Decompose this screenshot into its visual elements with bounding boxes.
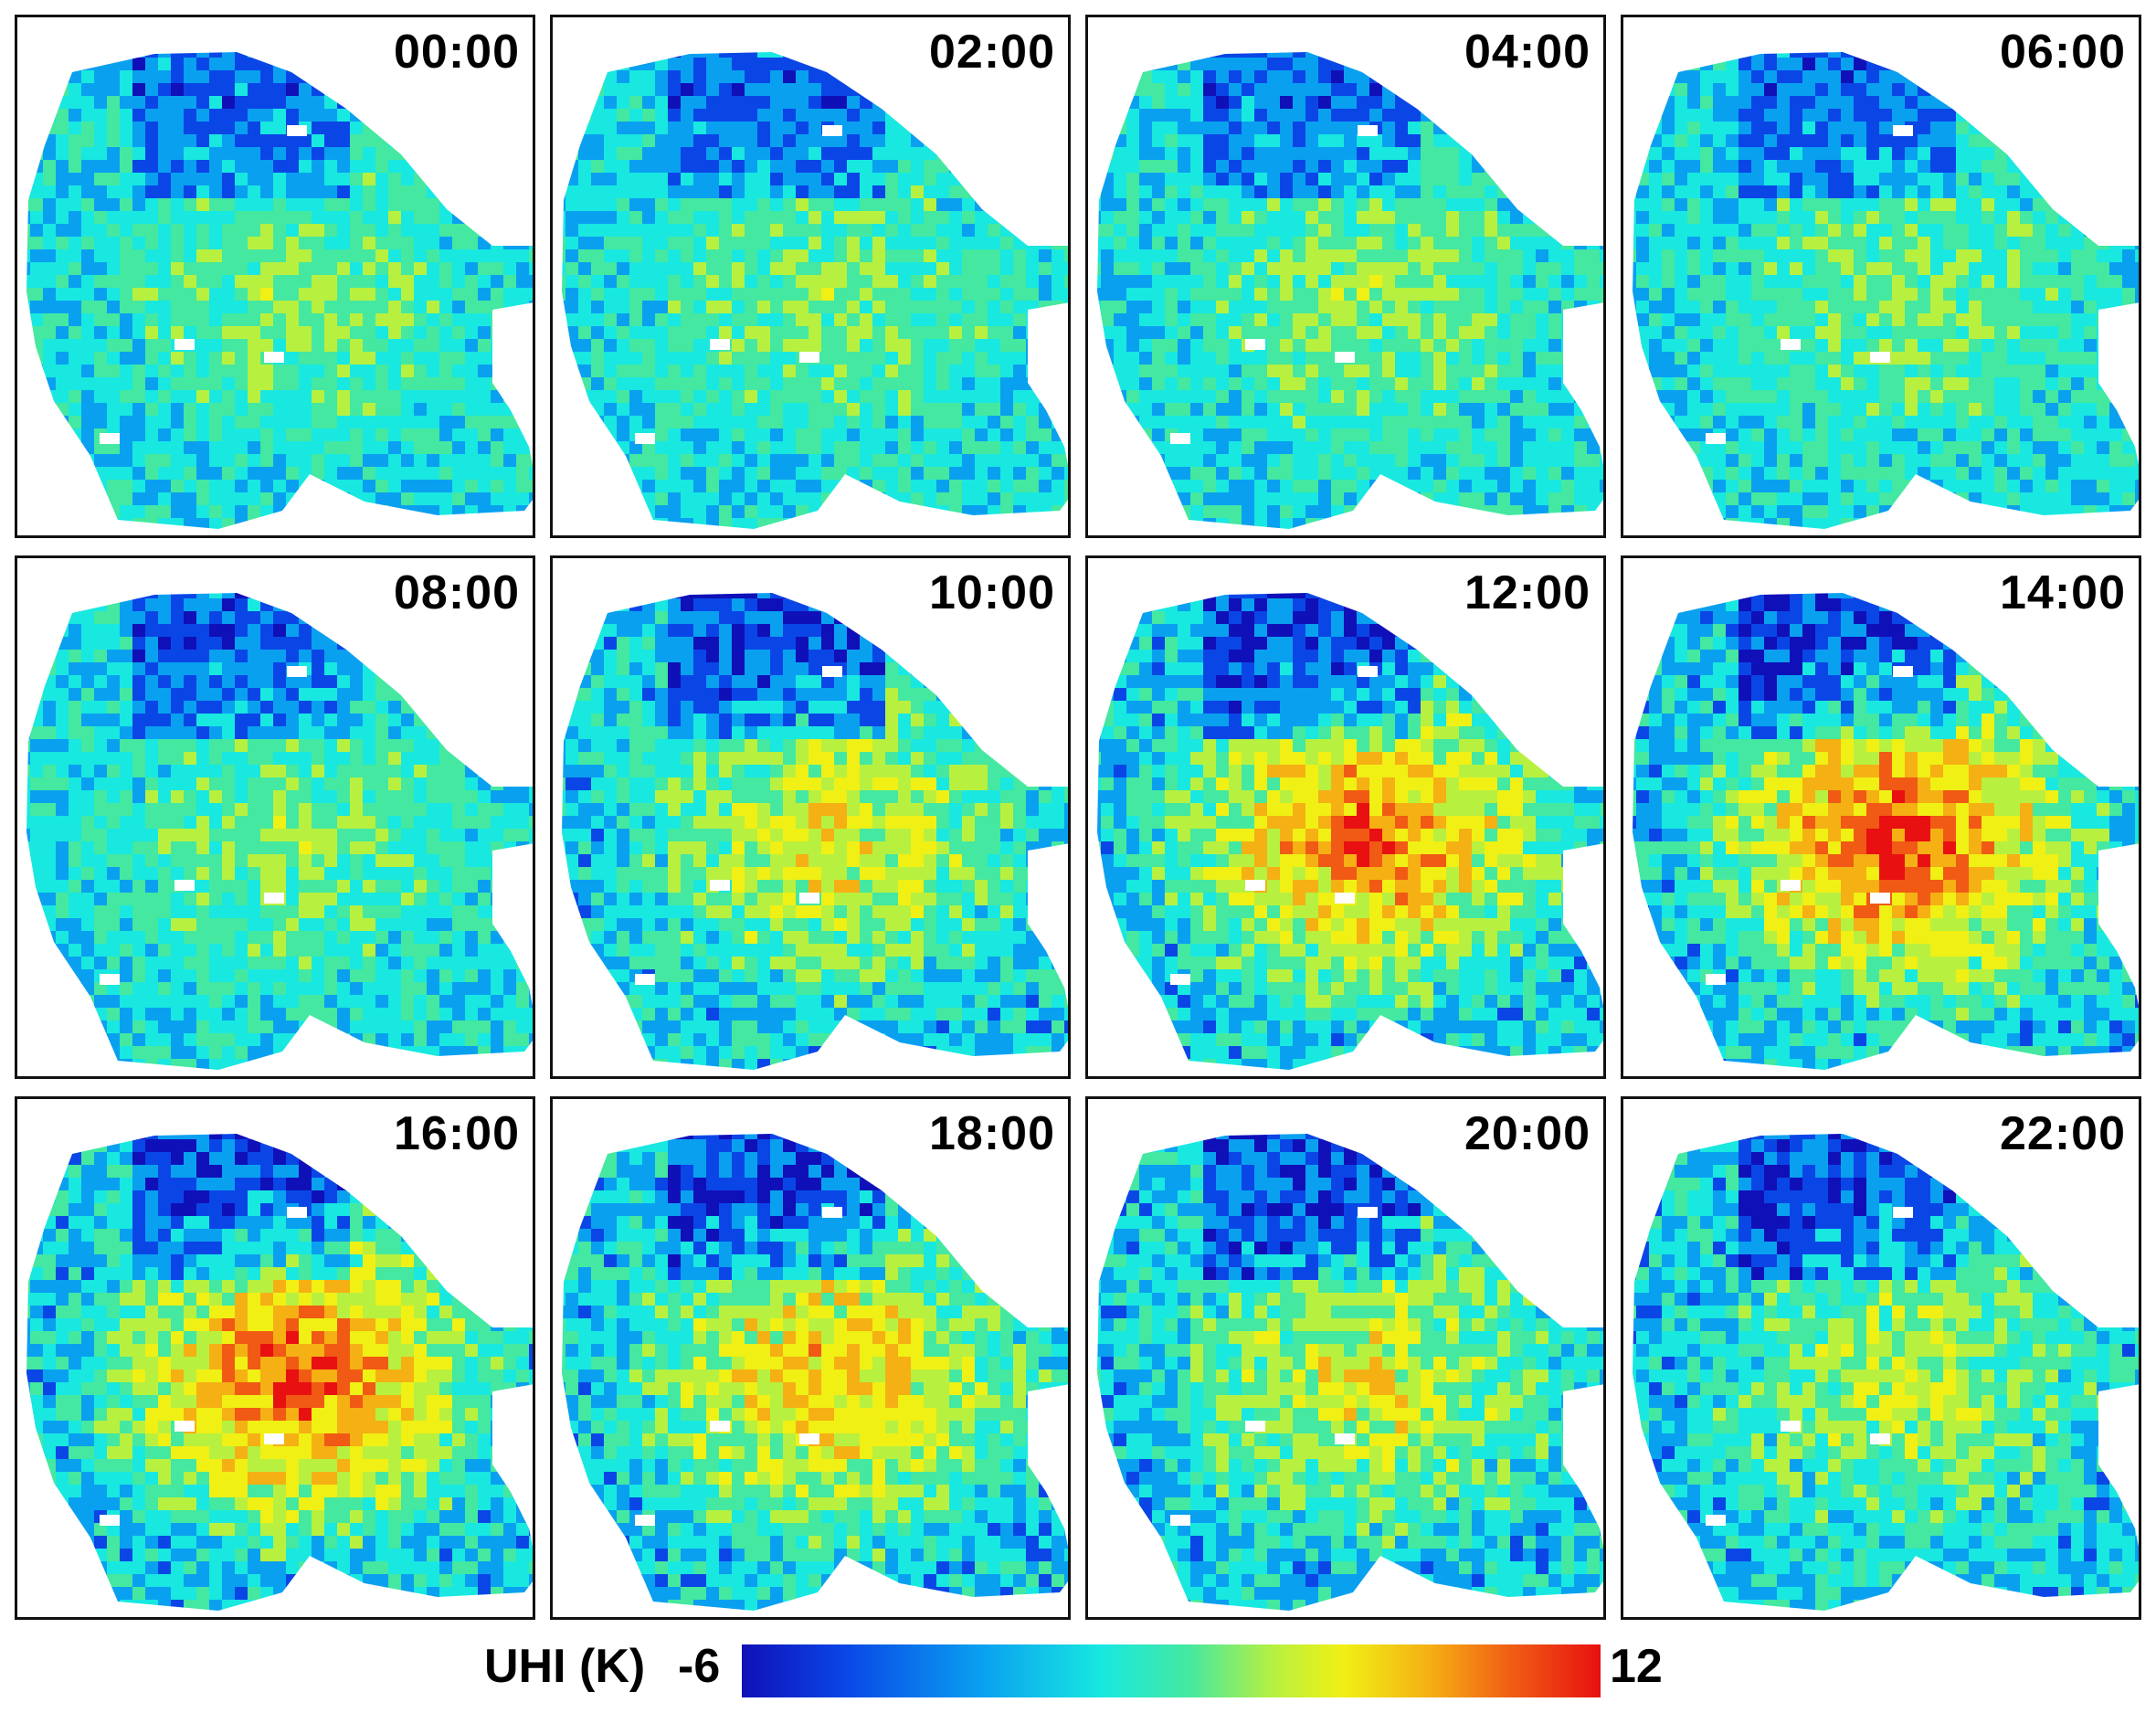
map-panel: 20:00 <box>1085 1096 1606 1620</box>
panel-time-label: 02:00 <box>929 26 1055 79</box>
uhi-heatmap <box>562 52 1068 529</box>
colorbar-legend: UHI (K) -6 12 <box>0 1635 2156 1713</box>
colorbar-min-label: -6 <box>678 1640 721 1693</box>
uhi-heatmap <box>1097 52 1603 529</box>
uhi-heatmap <box>1633 52 2139 529</box>
panel-time-label: 10:00 <box>929 566 1055 619</box>
uhi-heatmap <box>562 1134 1068 1611</box>
map-panel: 00:00 <box>15 15 535 538</box>
colorbar-gradient <box>742 1644 1601 1697</box>
colorbar-title: UHI (K) <box>484 1640 646 1693</box>
map-panel: 08:00 <box>15 555 535 1079</box>
panel-time-label: 00:00 <box>394 26 520 79</box>
uhi-heatmap <box>26 1134 533 1611</box>
uhi-heatmap <box>562 593 1068 1070</box>
uhi-heatmap <box>1633 1134 2139 1611</box>
panel-time-label: 12:00 <box>1464 566 1591 619</box>
uhi-heatmap <box>1097 1134 1603 1611</box>
map-panel: 10:00 <box>550 555 1071 1079</box>
map-panel: 14:00 <box>1621 555 2141 1079</box>
map-panel: 12:00 <box>1085 555 1606 1079</box>
panel-time-label: 18:00 <box>929 1107 1055 1160</box>
map-panel-grid: 00:00 02:00 04:00 06:00 08:00 10:00 12:00 14:00… <box>15 15 2141 1620</box>
panel-time-label: 20:00 <box>1464 1107 1591 1160</box>
panel-time-label: 04:00 <box>1464 26 1591 79</box>
uhi-heatmap <box>1633 593 2139 1070</box>
uhi-heatmap <box>26 52 533 529</box>
colorbar-max-label: 12 <box>1610 1640 1663 1693</box>
uhi-heatmap <box>1097 593 1603 1070</box>
panel-time-label: 22:00 <box>2000 1107 2126 1160</box>
map-panel: 18:00 <box>550 1096 1071 1620</box>
uhi-heatmap <box>26 593 533 1070</box>
map-panel: 02:00 <box>550 15 1071 538</box>
map-panel: 22:00 <box>1621 1096 2141 1620</box>
panel-time-label: 14:00 <box>2000 566 2126 619</box>
map-panel: 16:00 <box>15 1096 535 1620</box>
panel-time-label: 16:00 <box>394 1107 520 1160</box>
map-panel: 06:00 <box>1621 15 2141 538</box>
map-panel: 04:00 <box>1085 15 1606 538</box>
panel-time-label: 06:00 <box>2000 26 2126 79</box>
panel-time-label: 08:00 <box>394 566 520 619</box>
